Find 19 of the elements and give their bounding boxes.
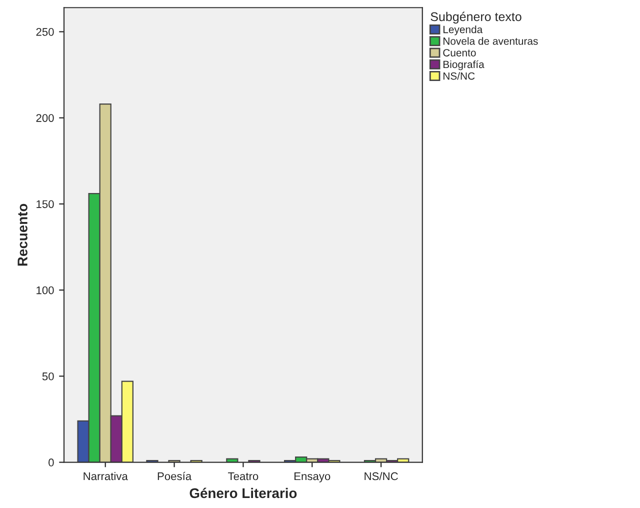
x-tick-label: Narrativa [84,472,128,480]
legend-label: Novela de aventuras [444,37,538,45]
legend-label: Biografía [444,60,484,70]
x-tick-label: Poesía [158,472,192,480]
legend-label: Leyenda [444,26,483,36]
x-axis-title: Género Literario [190,488,297,498]
x-tick-label: NS/NC [364,472,398,480]
y-tick-label: 150 [36,200,54,208]
x-tick-label: Teatro [228,472,258,480]
y-tick-label: 0 [48,458,54,466]
legend-label: NS/NC [444,72,475,80]
x-tick-label: Ensayo [294,472,330,482]
y-tick-label: 250 [36,28,54,36]
legend-label: Cuento [443,49,476,56]
y-tick-label: 200 [36,114,54,122]
legend-title: Subgénero texto [430,12,522,24]
y-tick-label: 100 [36,286,54,294]
y-tick-label: 50 [42,372,54,380]
y-axis-title: Recuento [18,204,28,266]
